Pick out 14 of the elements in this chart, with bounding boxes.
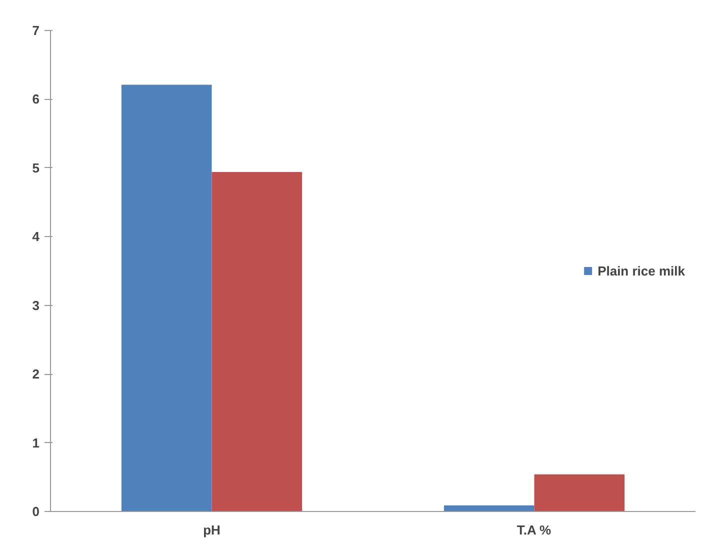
bar [121,84,212,512]
y-tick-label: 2 [32,366,40,382]
legend-label: Plain rice milk [598,263,685,278]
y-tick-label: 6 [32,92,40,107]
y-tick-label: 4 [32,229,40,244]
y-tick-label: 5 [32,160,40,176]
x-tick-label: T.A % [516,522,552,538]
y-tick-label: 0 [32,504,40,519]
y-tick-label: 1 [32,435,40,450]
x-tick-label: pH [203,522,220,538]
y-tick-label: 3 [32,298,40,313]
y-tick-label: 7 [32,23,40,38]
bar [534,474,625,512]
bar [212,172,302,512]
